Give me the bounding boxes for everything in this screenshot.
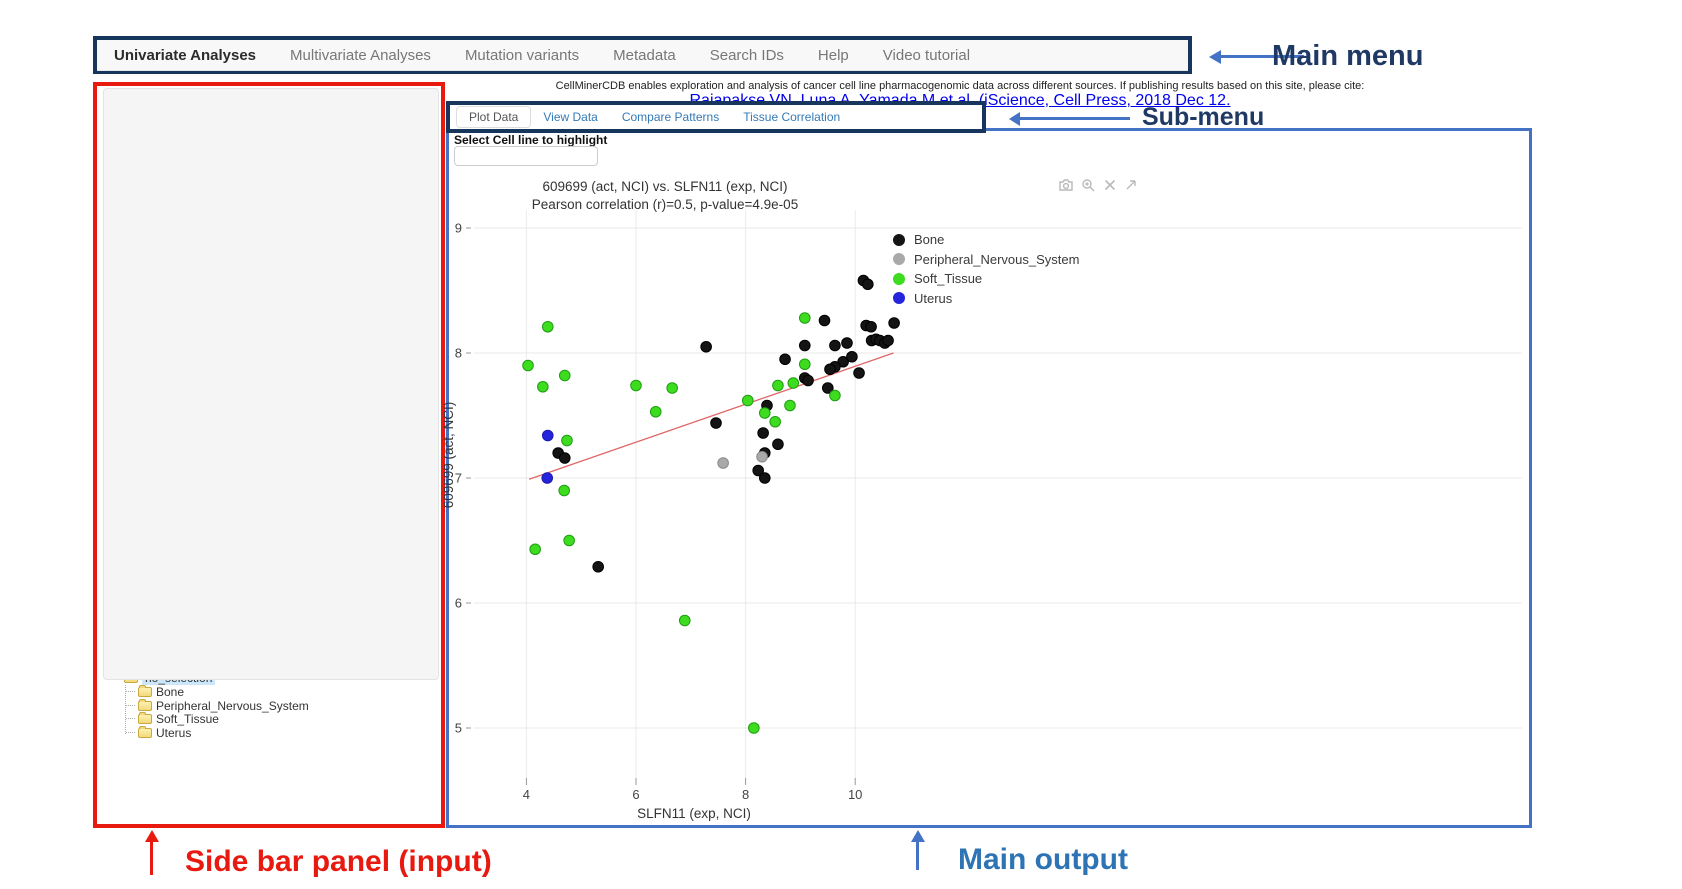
- pan-icon[interactable]: [1103, 178, 1117, 192]
- legend-entry-uterus[interactable]: Uterus: [893, 289, 1079, 309]
- highlight-cell-line-input[interactable]: [454, 146, 598, 166]
- zoom-in-icon[interactable]: [1081, 178, 1096, 192]
- main-menu-item-search-ids[interactable]: Search IDs: [709, 46, 784, 64]
- citation-block: CellMinerCDB enables exploration and ana…: [420, 80, 1500, 110]
- tree-elbow-connector: [126, 732, 135, 734]
- main-menu-item-multivariate-analyses[interactable]: Multivariate Analyses: [290, 46, 431, 64]
- sidebar-panel: [103, 88, 439, 680]
- folder-icon: [138, 726, 152, 739]
- sidebar-annotation-arrow: [145, 830, 159, 875]
- main-menu-item-metadata[interactable]: Metadata: [613, 46, 676, 64]
- arrow-head-icon: [145, 830, 159, 842]
- main-menu: Univariate Analyses Multivariate Analyses…: [97, 40, 1188, 71]
- tree-child-row: Peripheral_Nervous_System: [116, 698, 1682, 713]
- main-menu-annotation-label: Main menu: [1272, 40, 1424, 72]
- folder-icon: [138, 684, 152, 697]
- arrow-head-icon: [911, 830, 925, 842]
- citation-text: CellMinerCDB enables exploration and ana…: [555, 80, 1365, 92]
- legend-entry-soft_tissue[interactable]: Soft_Tissue: [893, 269, 1079, 289]
- arrow-head-icon: [1209, 50, 1221, 64]
- tree-elbow-connector: [126, 718, 135, 720]
- sub-menu-tab-plot-data[interactable]: Plot Data: [456, 106, 532, 128]
- sub-menu-tab-view-data[interactable]: View Data: [543, 110, 598, 124]
- sub-menu-tab-tissue-correlation[interactable]: Tissue Correlation: [743, 110, 841, 124]
- legend-entry-bone[interactable]: Bone: [893, 230, 1079, 250]
- tree-node-label[interactable]: Soft_Tissue: [156, 712, 219, 727]
- sidebar-highlight-box: [93, 82, 445, 828]
- legend-label: Soft_Tissue: [914, 271, 983, 287]
- sub-menu-highlight-box: Plot Data View Data Compare Patterns Tissue…: [446, 101, 986, 133]
- folder-icon: [138, 698, 152, 711]
- main-output-annotation-label: Main output: [958, 843, 1128, 876]
- plot-modebar: [1058, 178, 1138, 192]
- legend-entry-peripheral_nervous_system[interactable]: Peripheral_Nervous_System: [893, 250, 1079, 270]
- main-menu-highlight-box: Univariate Analyses Multivariate Analyses…: [93, 36, 1192, 74]
- legend-marker-icon: [893, 233, 905, 246]
- tree-node-label[interactable]: Uterus: [156, 726, 192, 741]
- legend-label: Uterus: [914, 290, 953, 306]
- tree-node-label[interactable]: Bone: [156, 684, 185, 699]
- main-menu-annotation-arrow: [1209, 50, 1304, 64]
- main-menu-item-help[interactable]: Help: [817, 46, 849, 64]
- plot-legend: Bone Peripheral_Nervous_System Soft_Tissue…: [893, 230, 1079, 308]
- sidebar-annotation-label: Side bar panel (input): [185, 845, 492, 878]
- tree-child-row: Soft_Tissue: [116, 712, 1682, 727]
- legend-label: Bone: [914, 232, 945, 248]
- sub-menu-tab-compare-patterns[interactable]: Compare Patterns: [621, 110, 720, 124]
- camera-icon[interactable]: [1058, 178, 1074, 192]
- tree-node-label[interactable]: Peripheral_Nervous_System: [156, 698, 309, 713]
- main-output-annotation-arrow: [911, 830, 925, 870]
- main-menu-item-univariate-analyses[interactable]: Univariate Analyses: [114, 46, 257, 64]
- sub-menu-annotation-label: Sub-menu: [1142, 103, 1265, 131]
- legend-marker-icon: [893, 272, 905, 285]
- sub-menu-annotation-arrow: [1009, 112, 1130, 126]
- tree-child-row: Bone: [116, 684, 1682, 699]
- tree-child-row: Uterus: [116, 726, 1682, 740]
- main-menu-item-video-tutorial[interactable]: Video tutorial: [882, 46, 971, 64]
- arrow-head-icon: [1009, 112, 1020, 126]
- legend-marker-icon: [893, 253, 905, 266]
- tree-elbow-connector: [126, 690, 135, 693]
- tree-elbow-connector: [126, 704, 135, 707]
- folder-icon: [138, 712, 152, 725]
- tree-connector-line: [125, 685, 126, 735]
- reset-axes-icon[interactable]: [1124, 178, 1138, 192]
- legend-label: Peripheral_Nervous_System: [914, 251, 1080, 267]
- main-menu-item-mutation-variants[interactable]: Mutation variants: [464, 46, 580, 64]
- legend-marker-icon: [893, 292, 905, 305]
- highlight-cell-line-label: Select Cell line to highlight: [454, 133, 608, 147]
- sub-menu-tabs: Plot Data View Data Compare Patterns Tissue…: [450, 106, 852, 128]
